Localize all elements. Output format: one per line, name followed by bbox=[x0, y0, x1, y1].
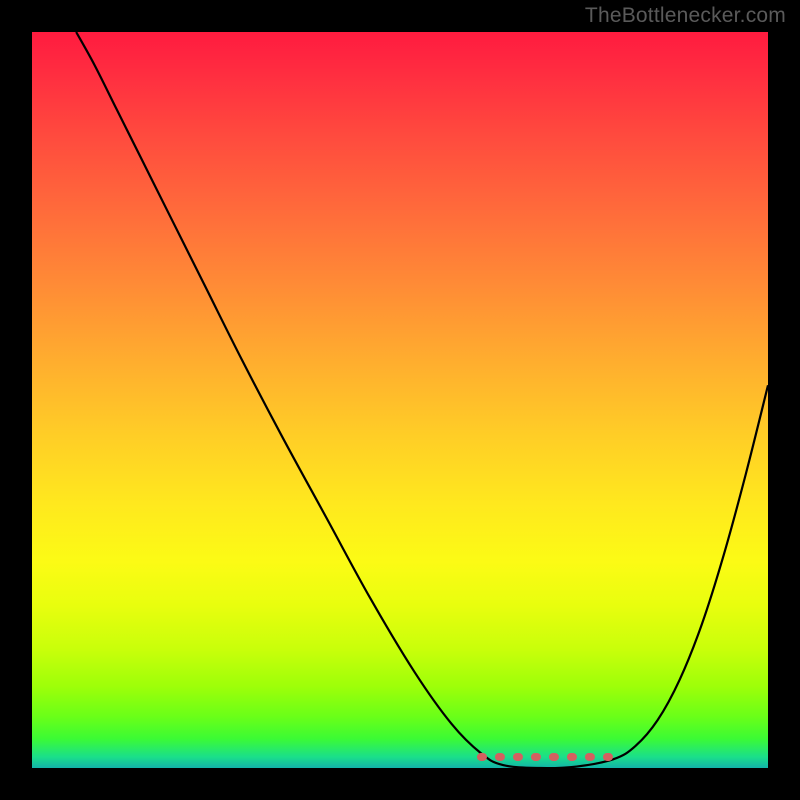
watermark: TheBottlenecker.com bbox=[585, 4, 786, 28]
curve-layer bbox=[32, 32, 768, 768]
bottleneck-curve bbox=[76, 32, 768, 768]
bottleneck-chart bbox=[32, 32, 768, 768]
